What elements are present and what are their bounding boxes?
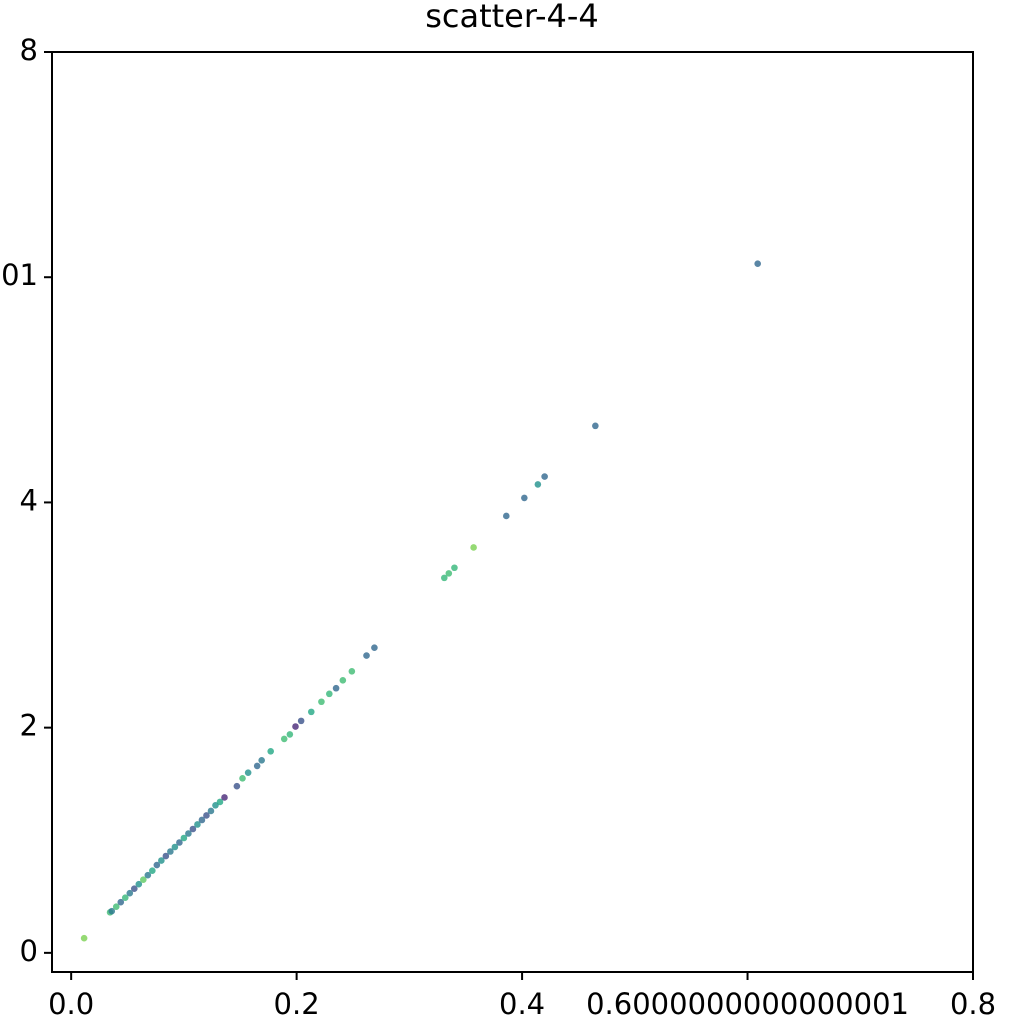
point [267, 747, 274, 755]
point [363, 652, 370, 659]
point [158, 857, 165, 864]
point [339, 677, 347, 684]
y-tick-label: 2 [20, 709, 38, 743]
point [244, 769, 252, 776]
point [130, 885, 138, 892]
point [140, 876, 147, 883]
point [253, 762, 261, 770]
point [286, 731, 294, 738]
y-tick-label: 6.000000000000001 [0, 258, 38, 292]
point [108, 907, 116, 915]
point [203, 812, 210, 819]
point [189, 825, 197, 833]
point [144, 871, 152, 879]
point [194, 821, 201, 828]
point [754, 260, 761, 268]
chart-title: scatter-4-4 [425, 0, 599, 35]
point [502, 512, 510, 520]
point [207, 807, 215, 815]
point [318, 698, 325, 706]
point [239, 775, 246, 782]
point [307, 708, 315, 716]
x-tick-label: 0.8 [950, 987, 996, 1021]
x-tick-label: 0.0 [48, 987, 94, 1021]
point [185, 830, 192, 837]
point [326, 690, 333, 698]
point [180, 834, 188, 842]
x-tick-label: 0.2 [274, 987, 320, 1021]
plot-frame [51, 51, 974, 973]
point [176, 839, 183, 846]
point [521, 494, 528, 502]
point [258, 756, 265, 764]
point [212, 802, 219, 809]
point [216, 798, 224, 806]
y-tick-label: 0 [20, 934, 38, 968]
point [117, 898, 125, 906]
y-tick-label: 4 [20, 483, 38, 517]
point [470, 544, 477, 551]
point [445, 570, 453, 577]
x-tick-label: 0.6000000000000001 [586, 987, 909, 1021]
x-tick-label: 0.4 [499, 987, 545, 1021]
y-tick-label: 8 [20, 33, 38, 67]
point [233, 782, 241, 790]
point [280, 735, 288, 743]
point [149, 867, 156, 874]
point [162, 852, 170, 860]
point [135, 880, 143, 888]
point [153, 861, 161, 869]
point [371, 644, 378, 651]
point [171, 843, 179, 851]
point [198, 816, 206, 824]
point [292, 723, 299, 730]
point [221, 794, 228, 801]
point [332, 684, 340, 692]
point [592, 422, 599, 430]
point [451, 564, 458, 572]
point [440, 574, 448, 582]
point [80, 934, 88, 942]
point [541, 473, 548, 480]
point [348, 668, 356, 675]
point [167, 848, 174, 855]
point [534, 481, 542, 488]
point [126, 889, 134, 897]
point [112, 903, 120, 910]
point [121, 894, 129, 901]
point [297, 717, 305, 725]
